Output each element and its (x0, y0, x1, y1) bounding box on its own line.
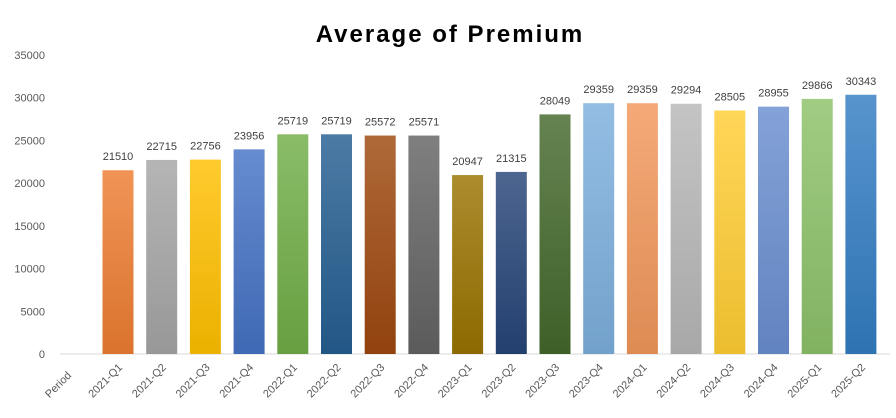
bar (146, 159, 178, 354)
data-label: 29359 (627, 84, 658, 96)
chart-title: Average of Premium (316, 21, 585, 48)
bars-group (102, 94, 877, 355)
bar (321, 134, 352, 354)
x-tick-label: 2025-Q1 (786, 362, 825, 401)
x-tick-label: 2025-Q2 (829, 362, 868, 401)
x-tick-label: 2023-Q1 (436, 362, 475, 401)
bar (233, 149, 265, 354)
data-label: 22715 (146, 141, 177, 153)
data-label: 21510 (103, 151, 134, 163)
x-tick-label: 2021-Q2 (130, 362, 169, 401)
data-label: 25571 (409, 117, 440, 129)
y-tick-label: 35000 (14, 50, 45, 62)
data-label: 28505 (715, 91, 746, 103)
x-tick-label: 2022-Q2 (305, 362, 344, 401)
data-label: 25572 (365, 117, 396, 129)
x-tick-label: 2024-Q3 (698, 362, 737, 401)
x-axis-title: Period (43, 370, 74, 401)
bar (801, 98, 833, 354)
bar (714, 110, 746, 354)
data-label: 29294 (671, 85, 702, 97)
data-labels-group: 21510 22715 22756 23956 25719 25719 25572 25571… (103, 76, 876, 168)
y-tick-label: 5000 (21, 306, 45, 318)
bar (626, 103, 658, 355)
y-tick-label: 15000 (14, 221, 45, 233)
bar (408, 135, 440, 354)
y-tick-label: 30000 (14, 93, 45, 105)
data-label: 28955 (758, 88, 789, 100)
bar (452, 175, 484, 354)
x-tick-label: 2022-Q3 (349, 362, 388, 401)
x-tick-label: 2024-Q1 (611, 362, 650, 401)
y-tick-label: 0 (39, 349, 45, 361)
data-label: 21315 (496, 153, 527, 165)
bar (189, 159, 221, 354)
x-axis: Period 2021-Q1 2021-Q2 2021-Q3 2021-Q4 2022-… (43, 362, 868, 401)
bar (539, 114, 571, 354)
data-label: 20947 (452, 156, 483, 168)
y-tick-label: 20000 (14, 178, 45, 190)
y-tick-label: 25000 (14, 135, 45, 147)
data-label: 25719 (321, 115, 352, 127)
bar (102, 170, 134, 354)
data-label: 29866 (802, 80, 833, 92)
x-tick-label: 2021-Q3 (174, 362, 213, 401)
x-tick-label: 2022-Q4 (392, 362, 431, 401)
data-label: 23956 (234, 130, 265, 142)
bar (670, 103, 702, 354)
bar (364, 135, 396, 354)
bar (583, 103, 615, 355)
x-tick-label: 2022-Q1 (261, 362, 300, 401)
x-tick-label: 2023-Q2 (480, 362, 519, 401)
data-label: 25719 (278, 115, 309, 127)
data-label: 22756 (190, 141, 221, 153)
bar (495, 171, 527, 354)
x-tick-label: 2021-Q1 (86, 362, 125, 401)
x-tick-label: 2023-Q3 (523, 362, 562, 401)
y-axis: 0 5000 10000 15000 20000 25000 30000 35000 (14, 50, 45, 361)
bar (845, 94, 877, 354)
data-label: 29359 (583, 84, 614, 96)
x-tick-label: 2023-Q4 (567, 362, 606, 401)
bar (758, 106, 789, 354)
x-tick-label: 2024-Q2 (654, 362, 693, 401)
data-label: 28049 (540, 95, 571, 107)
data-label: 30343 (846, 76, 877, 88)
x-tick-label: 2024-Q4 (742, 362, 781, 401)
y-tick-label: 10000 (14, 264, 45, 276)
bar (277, 134, 309, 354)
x-tick-label: 2021-Q4 (217, 362, 256, 401)
